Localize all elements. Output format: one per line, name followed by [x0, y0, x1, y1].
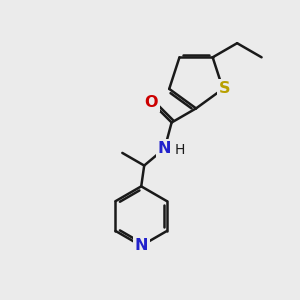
Text: N: N [134, 238, 148, 253]
Text: O: O [145, 95, 158, 110]
Text: S: S [219, 81, 230, 96]
Text: H: H [175, 143, 185, 157]
Text: N: N [158, 141, 171, 156]
